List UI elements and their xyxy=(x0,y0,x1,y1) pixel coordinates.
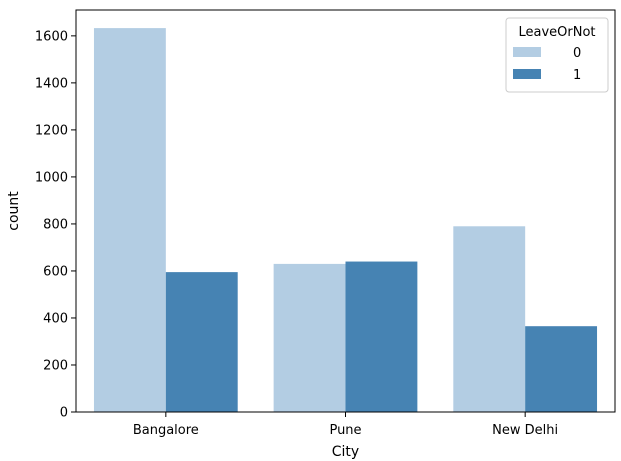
y-tick-label: 1600 xyxy=(35,29,68,44)
legend-swatch-0 xyxy=(513,47,541,57)
bar-new-delhi-series-0 xyxy=(453,226,526,412)
legend-label-0: 0 xyxy=(573,46,581,61)
legend-label-1: 1 xyxy=(573,68,581,83)
x-tick-label: New Delhi xyxy=(492,423,558,438)
y-axis: 0 200 400 600 800 1000 1200 1400 1600 xyxy=(35,29,76,421)
y-tick-label: 1400 xyxy=(35,76,68,91)
y-tick-label: 1000 xyxy=(35,170,68,185)
y-tick-label: 0 xyxy=(60,406,68,421)
legend-swatch-1 xyxy=(513,69,541,79)
bar-pune-series-0 xyxy=(273,263,346,412)
x-axis: Bangalore Pune New Delhi xyxy=(133,412,558,438)
y-tick-label: 400 xyxy=(43,311,68,326)
y-tick-label: 600 xyxy=(43,264,68,279)
x-tick-label: Bangalore xyxy=(133,423,199,438)
bar-bangalore-series-1 xyxy=(165,272,238,412)
plot-frame xyxy=(75,9,616,413)
y-tick-label: 800 xyxy=(43,217,68,232)
y-tick-label: 1200 xyxy=(35,123,68,138)
y-tick-label: 200 xyxy=(43,358,68,373)
bars-group xyxy=(93,28,598,413)
bar-new-delhi-series-1 xyxy=(525,326,598,412)
x-tick-label: Pune xyxy=(329,423,361,438)
bar-pune-series-1 xyxy=(345,261,418,412)
legend: LeaveOrNot 0 1 xyxy=(505,17,609,93)
y-axis-label: count xyxy=(6,191,22,231)
legend-title: LeaveOrNot xyxy=(518,25,595,40)
bar-bangalore-series-0 xyxy=(93,28,166,413)
x-axis-label: City xyxy=(332,444,359,460)
